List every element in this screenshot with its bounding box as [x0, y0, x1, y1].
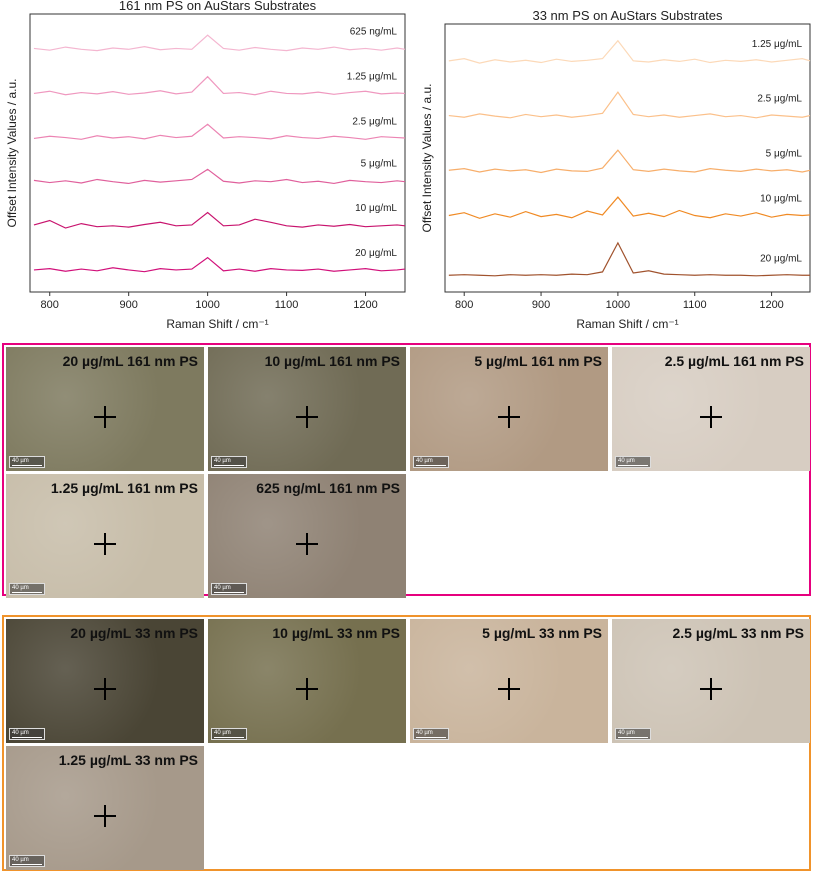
- crosshair: [306, 533, 308, 555]
- crosshair: [104, 805, 106, 827]
- series-label: 1.25 μg/mL: [752, 39, 803, 50]
- crosshair: [710, 678, 712, 700]
- x-tick-label: 800: [41, 299, 59, 311]
- micrograph-label: 5 µg/mL 161 nm PS: [474, 353, 602, 369]
- series-label: 1.25 μg/mL: [347, 71, 398, 82]
- x-tick-label: 1100: [683, 299, 707, 311]
- micrograph: 1.25 µg/mL 33 nm PS 40 µm: [6, 746, 204, 870]
- series-label: 10 μg/mL: [355, 203, 397, 214]
- micrograph-label: 1.25 µg/mL 33 nm PS: [58, 752, 198, 768]
- series-label: 20 μg/mL: [355, 248, 397, 259]
- spectrum-line: [33, 211, 406, 229]
- micrograph-label: 20 µg/mL 161 nm PS: [62, 353, 198, 369]
- y-axis-label: Offset Intensity Values / a.u.: [420, 84, 434, 233]
- spectrum-line: [33, 75, 406, 96]
- scale-bar: 40 µm: [9, 583, 45, 595]
- scale-bar: 40 µm: [9, 855, 45, 867]
- x-tick-label: 1200: [759, 299, 783, 311]
- crosshair: [306, 406, 308, 428]
- micrograph-group: 20 µg/mL 161 nm PS 40 µm 10 µg/mL 161 nm P…: [2, 343, 811, 598]
- micrograph: 5 µg/mL 161 nm PS 40 µm: [410, 347, 608, 471]
- x-tick-label: 900: [532, 299, 550, 311]
- micrograph: 625 ng/mL 161 nm PS 40 µm: [208, 474, 406, 598]
- spectrum-line: [448, 39, 811, 64]
- series-label: 5 μg/mL: [361, 158, 398, 169]
- scale-bar: 40 µm: [211, 728, 247, 740]
- micrograph: 20 µg/mL 33 nm PS 40 µm: [6, 619, 204, 743]
- scale-bar: 40 µm: [615, 456, 651, 468]
- scale-bar: 40 µm: [413, 456, 449, 468]
- series-label: 2.5 μg/mL: [352, 116, 397, 127]
- scale-bar: 40 µm: [615, 728, 651, 740]
- x-tick-label: 1000: [195, 299, 219, 311]
- x-axis-label: Raman Shift / cm⁻¹: [166, 317, 268, 331]
- spectra-charts: 161 nm PS on AuStars Substrates 800 900 100…: [5, 0, 811, 331]
- spectrum-line: [448, 196, 811, 219]
- series-label: 10 μg/mL: [760, 194, 802, 205]
- micrograph: 5 µg/mL 33 nm PS 40 µm: [410, 619, 608, 743]
- spectrum-line: [448, 91, 811, 119]
- crosshair: [508, 406, 510, 428]
- crosshair: [710, 406, 712, 428]
- series-label: 625 ng/mL: [350, 26, 398, 37]
- micrograph-label: 625 ng/mL 161 nm PS: [256, 480, 400, 496]
- crosshair: [104, 406, 106, 428]
- micrograph-label: 5 µg/mL 33 nm PS: [482, 625, 602, 641]
- micrograph-group: 20 µg/mL 33 nm PS 40 µm 10 µg/mL 33 nm PS 4…: [2, 615, 811, 871]
- micrograph: 1.25 µg/mL 161 nm PS 40 µm: [6, 474, 204, 598]
- chart-title: 161 nm PS on AuStars Substrates: [119, 0, 317, 13]
- x-tick-label: 1200: [353, 299, 377, 311]
- plot-frame: [444, 23, 811, 293]
- scale-bar: 40 µm: [211, 456, 247, 468]
- scale-bar: 40 µm: [9, 456, 45, 468]
- x-tick-label: 1000: [606, 299, 630, 311]
- series-label: 5 μg/mL: [766, 148, 803, 159]
- series-label: 2.5 μg/mL: [757, 94, 802, 105]
- scale-bar: 40 µm: [211, 583, 247, 595]
- spectrum-line: [33, 256, 406, 273]
- plot-frame: [29, 13, 406, 293]
- x-tick-label: 800: [455, 299, 473, 311]
- scale-bar: 40 µm: [9, 728, 45, 740]
- micrograph: 20 µg/mL 161 nm PS 40 µm: [6, 347, 204, 471]
- x-axis-label: Raman Shift / cm⁻¹: [576, 317, 678, 331]
- spectrum-line: [448, 241, 810, 277]
- crosshair: [104, 678, 106, 700]
- spectrum-line: [33, 168, 406, 185]
- micrograph-label: 2.5 µg/mL 161 nm PS: [664, 353, 804, 369]
- crosshair: [104, 533, 106, 555]
- x-tick-label: 1100: [275, 299, 299, 311]
- scale-bar: 40 µm: [413, 728, 449, 740]
- micrograph-label: 10 µg/mL 33 nm PS: [272, 625, 400, 641]
- series-label: 20 μg/mL: [760, 253, 802, 264]
- spectrum-line: [33, 123, 406, 140]
- micrograph-label: 20 µg/mL 33 nm PS: [70, 625, 198, 641]
- crosshair: [508, 678, 510, 700]
- micrograph: 10 µg/mL 33 nm PS 40 µm: [208, 619, 406, 743]
- micrograph-label: 2.5 µg/mL 33 nm PS: [672, 625, 804, 641]
- micrograph: 2.5 µg/mL 33 nm PS 40 µm: [612, 619, 810, 743]
- y-axis-label: Offset Intensity Values / a.u.: [5, 79, 19, 228]
- chart-title: 33 nm PS on AuStars Substrates: [532, 8, 723, 23]
- micrograph: 10 µg/mL 161 nm PS 40 µm: [208, 347, 406, 471]
- spectrum-line: [448, 149, 811, 174]
- micrograph-label: 1.25 µg/mL 161 nm PS: [50, 480, 198, 496]
- micrograph-label: 10 µg/mL 161 nm PS: [264, 353, 400, 369]
- micrograph: 2.5 µg/mL 161 nm PS 40 µm: [612, 347, 810, 471]
- x-tick-label: 900: [120, 299, 138, 311]
- spectrum-line: [33, 34, 406, 52]
- crosshair: [306, 678, 308, 700]
